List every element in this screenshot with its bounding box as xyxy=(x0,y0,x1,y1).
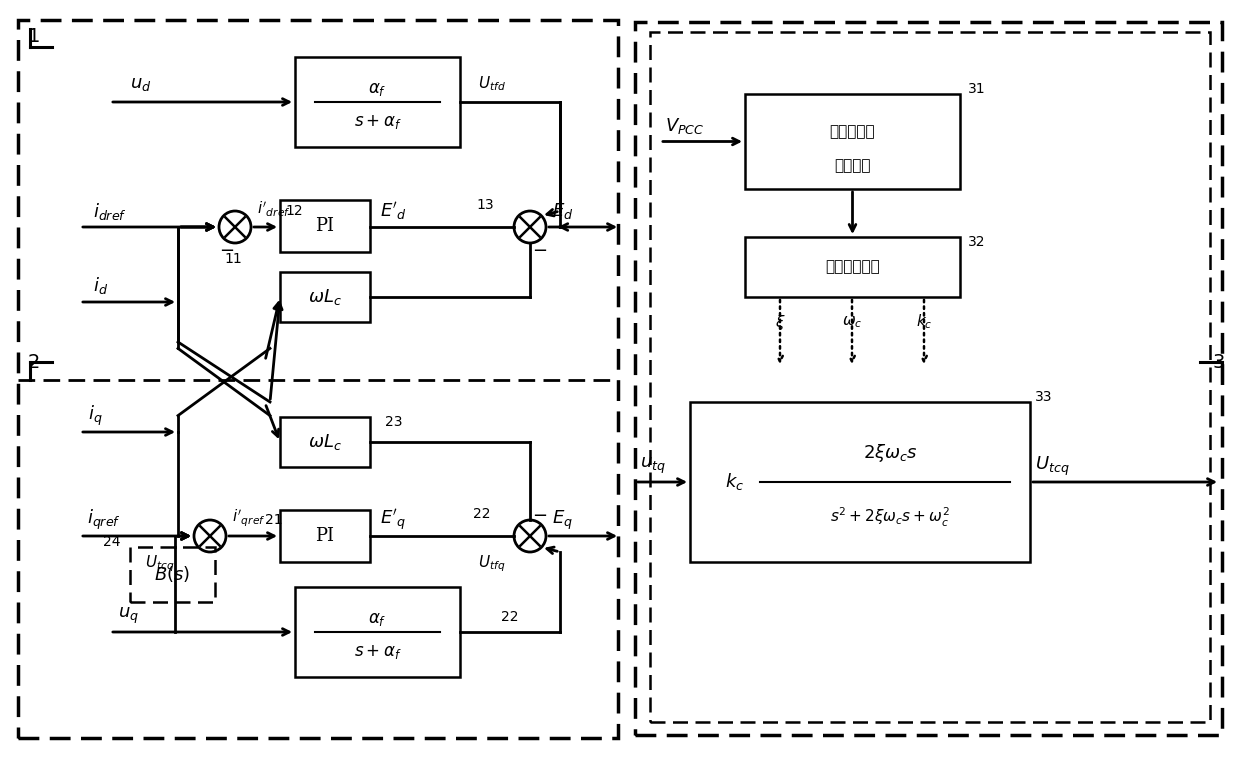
Text: 12: 12 xyxy=(285,204,303,218)
Text: $\omega_c$: $\omega_c$ xyxy=(842,314,862,330)
Text: 检测模块: 检测模块 xyxy=(835,157,870,173)
Text: 2: 2 xyxy=(29,353,41,372)
Text: $i_q$: $i_q$ xyxy=(88,404,103,428)
Text: $i'_{dref}$: $i'_{dref}$ xyxy=(257,199,290,219)
Bar xyxy=(295,587,460,677)
Text: PI: PI xyxy=(315,217,335,235)
Text: $\omega L_c$: $\omega L_c$ xyxy=(308,287,342,307)
Text: PI: PI xyxy=(315,527,335,545)
Text: 22: 22 xyxy=(474,507,491,521)
Bar xyxy=(689,402,1030,562)
Text: $E_q$: $E_q$ xyxy=(552,509,573,531)
Text: $E_d$: $E_d$ xyxy=(552,201,573,221)
Text: $E'_d$: $E'_d$ xyxy=(379,200,407,222)
Text: 22: 22 xyxy=(501,610,518,624)
Text: $i'_{qref}$: $i'_{qref}$ xyxy=(232,507,265,528)
Text: $2\xi\omega_c s$: $2\xi\omega_c s$ xyxy=(863,442,918,464)
Text: $i_d$: $i_d$ xyxy=(93,276,108,297)
Bar xyxy=(280,200,370,252)
Text: $B(s)$: $B(s)$ xyxy=(155,565,191,584)
Text: $u_{tq}$: $u_{tq}$ xyxy=(640,456,666,476)
Text: $\xi$: $\xi$ xyxy=(775,313,785,332)
Bar xyxy=(295,57,460,147)
Text: $E'_q$: $E'_q$ xyxy=(379,507,407,533)
Bar xyxy=(280,417,370,467)
Bar xyxy=(280,272,370,322)
Text: $u_q$: $u_q$ xyxy=(118,606,139,626)
Text: 31: 31 xyxy=(968,82,986,96)
Text: $-$: $-$ xyxy=(532,505,548,523)
Text: $s^2+2\xi\omega_c s+\omega_c^2$: $s^2+2\xi\omega_c s+\omega_c^2$ xyxy=(830,506,950,529)
Text: $\alpha_f$: $\alpha_f$ xyxy=(368,79,387,98)
Bar xyxy=(745,94,960,189)
Text: $s+\alpha_f$: $s+\alpha_f$ xyxy=(353,643,402,661)
Text: 33: 33 xyxy=(1035,390,1053,404)
Text: $u_d$: $u_d$ xyxy=(130,75,151,93)
Text: $i_{dref}$: $i_{dref}$ xyxy=(93,201,126,222)
Text: 1: 1 xyxy=(29,27,41,46)
Bar xyxy=(280,510,370,562)
Text: $i_{qref}$: $i_{qref}$ xyxy=(87,508,122,532)
Bar xyxy=(635,22,1221,735)
Text: $-$: $-$ xyxy=(219,240,234,258)
Text: $k_c$: $k_c$ xyxy=(725,472,744,493)
Text: $U_{tfd}$: $U_{tfd}$ xyxy=(477,75,506,93)
Bar xyxy=(745,237,960,297)
Text: $U_{tcq}$: $U_{tcq}$ xyxy=(1035,454,1070,478)
Text: 24: 24 xyxy=(103,535,120,549)
Bar xyxy=(19,20,618,738)
Bar xyxy=(130,547,215,602)
Text: $s+\alpha_f$: $s+\alpha_f$ xyxy=(353,113,402,131)
Text: $V_{PCC}$: $V_{PCC}$ xyxy=(665,117,704,136)
Text: $k_c$: $k_c$ xyxy=(915,313,932,332)
Text: 参数优化模块: 参数优化模块 xyxy=(825,260,880,275)
Text: 32: 32 xyxy=(968,235,986,249)
Text: 13: 13 xyxy=(476,198,494,212)
Text: $U_{tcq}$: $U_{tcq}$ xyxy=(145,553,175,575)
Text: 23: 23 xyxy=(384,415,403,429)
Text: 11: 11 xyxy=(224,252,242,266)
Text: $U_{tfq}$: $U_{tfq}$ xyxy=(477,553,506,575)
Text: 次同步分量: 次同步分量 xyxy=(830,124,875,139)
Text: 21: 21 xyxy=(265,513,283,527)
Text: 3: 3 xyxy=(1213,353,1225,372)
Text: $\omega L_c$: $\omega L_c$ xyxy=(308,432,342,452)
Bar xyxy=(650,32,1210,722)
Text: $\alpha_f$: $\alpha_f$ xyxy=(368,609,387,628)
Text: $-$: $-$ xyxy=(532,240,548,258)
